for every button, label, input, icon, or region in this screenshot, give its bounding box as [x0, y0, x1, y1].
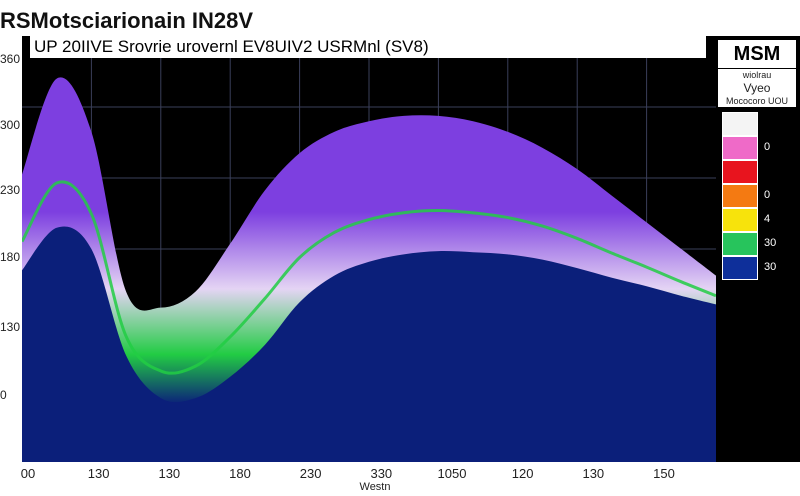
y-tick-label: 300: [0, 118, 21, 132]
green-contour-line: [22, 180, 716, 375]
legend-subtitle-1: wiolrau: [718, 69, 796, 81]
y-tick-label: 0: [0, 388, 7, 402]
x-tick-label: 330: [370, 466, 393, 481]
legend-subtitle-2: Vyeo: [718, 81, 796, 95]
legend-swatch: [722, 232, 758, 256]
legend-swatch: [722, 256, 758, 280]
legend-subtitle-3: Mococoro UOU: [718, 95, 796, 107]
legend: MSM wiolrau Vyeo Mococoro UOU 0 0 4 30 30: [716, 36, 800, 462]
legend-swatch-label: 0: [764, 141, 771, 153]
legend-swatches: [722, 112, 758, 280]
plot-subtitle: UP 20IIVE Srovrie urovernl EV8UIV2 USRMn…: [30, 36, 706, 58]
y-tick-label: 180: [0, 250, 21, 264]
legend-swatch: [722, 112, 758, 136]
legend-title: MSM: [718, 40, 796, 68]
x-tick-label: 130: [582, 466, 605, 481]
y-tick-label: 130: [0, 320, 21, 334]
x-tick-label: 150: [653, 466, 675, 481]
x-tick-label: 180: [229, 466, 251, 481]
y-tick-label: 360: [0, 52, 21, 66]
x-tick-label: 230: [299, 466, 322, 481]
legend-swatch-label: 30: [764, 261, 777, 273]
x-tick-label: 130: [158, 466, 181, 481]
legend-swatch-label: 30: [764, 237, 777, 249]
legend-swatch: [722, 136, 758, 160]
plot-area: UP 20IIVE Srovrie urovernl EV8UIV2 USRMn…: [22, 36, 716, 462]
legend-swatch: [722, 208, 758, 232]
x-tick-label: 1050: [437, 466, 467, 481]
chart-title: RSMotsciarionain IN28V: [0, 8, 254, 33]
x-tick-label: 120: [511, 466, 534, 481]
base-area: [22, 226, 716, 462]
x-tick-label: 130: [87, 466, 110, 481]
legend-swatch-label: 4: [764, 213, 771, 225]
legend-swatch-label: 0: [764, 189, 771, 201]
y-tick-label: 230: [0, 183, 21, 197]
x-tick-label: 00: [20, 466, 36, 481]
legend-swatch: [722, 184, 758, 208]
chart-svg: [22, 36, 716, 462]
legend-swatch: [722, 160, 758, 184]
x-axis-label: Westn: [359, 481, 391, 493]
